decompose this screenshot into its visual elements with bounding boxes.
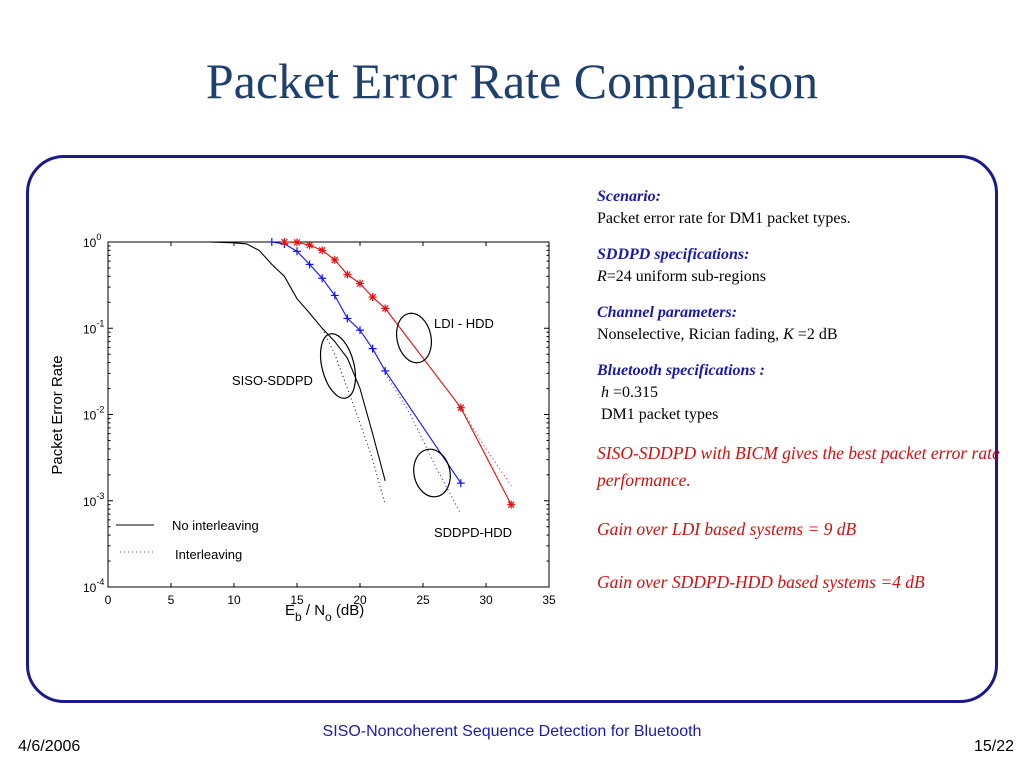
series-4-point: [343, 270, 352, 279]
scenario-block: Scenario: Packet error rate for DM1 pack…: [597, 186, 1002, 230]
claim-gain-ldi: Gain over LDI based systems = 9 dB: [597, 519, 857, 539]
channel-heading: Channel parameters:: [597, 304, 738, 321]
packet-error-rate-chart: 0 5 10 15 20 25 30 35 100 10-1 10-2 10-3 10-4 Packet…: [49, 232, 556, 624]
annotation-sddpd-hdd: SDDPD-HDD: [434, 525, 512, 540]
x-tick-label: 5: [168, 593, 175, 607]
series-4-point: [280, 238, 289, 246]
bluetooth-packet-type: DM1 packet types: [601, 406, 719, 423]
y-axis-label: Packet Error Rate: [49, 355, 66, 474]
channel-text-a: Nonselective, Rician fading,: [597, 326, 784, 343]
y-tick-label: 10-3: [83, 491, 104, 509]
series-line-3: [384, 373, 462, 515]
legend-label-no-interleaving: No interleaving: [172, 518, 259, 533]
annotation-ldi-hdd: LDI - HDD: [434, 316, 494, 331]
channel-k-symbol: K: [783, 326, 794, 343]
y-tick-label: 10-1: [83, 318, 104, 336]
series-4-point: [456, 403, 465, 412]
y-tick-label: 100: [83, 232, 101, 250]
y-tick-label: 10-4: [83, 577, 104, 595]
annotation-ellipse-sddpd-hdd: [413, 448, 451, 498]
x-tick-label: 0: [105, 593, 112, 607]
series-4-point: [368, 293, 377, 302]
x-axis-label-unit: (dB): [332, 602, 365, 619]
annotation-ellipse-siso-sddpd: [319, 333, 357, 399]
scenario-text: Packet error rate for DM1 packet types.: [597, 210, 851, 227]
series-2-point: [267, 238, 276, 246]
series-2-point: [330, 291, 339, 300]
x-axis-label-e: E: [285, 602, 295, 619]
series-2-point: [293, 247, 301, 256]
claim-gain-sddpd-hdd: Gain over SDDPD-HDD based systems =4 dB: [597, 572, 925, 592]
sddpd-text: R=24 uniform sub-regions: [597, 266, 1002, 288]
channel-text-b: =2 dB: [793, 326, 838, 343]
channel-text: Nonselective, Rician fading, K =2 dB: [597, 324, 1002, 346]
series-line-0: [108, 241, 386, 482]
bluetooth-heading: Bluetooth specifications :: [597, 362, 765, 379]
content-frame: [26, 155, 998, 703]
series-2-point: [456, 479, 465, 488]
series-line-5: [460, 407, 512, 486]
series-4-point: [356, 279, 364, 288]
channel-block: Channel parameters: Nonselective, Rician…: [597, 302, 1002, 346]
x-tick-label: 10: [227, 593, 241, 607]
bluetooth-h: h =0.315: [597, 382, 1002, 404]
sddpd-r-symbol: R: [597, 268, 607, 285]
series-4-point: [330, 255, 339, 264]
series-line-1: [321, 328, 386, 505]
footer-date: 4/6/2006: [18, 738, 81, 755]
bluetooth-h-value: =0.315: [609, 384, 659, 401]
chart-series: [108, 238, 516, 515]
series-4-point: [507, 500, 516, 509]
axis-ticks: 0 5 10 15 20 25 30 35 100 10-1 10-2 10-3 10-4: [83, 232, 556, 607]
x-tick-label: 20: [353, 593, 367, 607]
series-2-point: [343, 314, 352, 323]
claim-best-performance: SISO-SDDPD with BICM gives the best pack…: [597, 443, 1000, 490]
legend-label-interleaving: Interleaving: [175, 547, 242, 562]
x-axis-label-b: b: [295, 610, 302, 624]
x-tick-label: 25: [416, 593, 430, 607]
x-tick-label: 30: [479, 593, 493, 607]
series-4-point: [293, 238, 301, 247]
annotation-ellipse-ldi-hdd: [395, 312, 433, 364]
x-axis-label-o: o: [325, 610, 332, 624]
x-axis-label-n: / N: [302, 602, 325, 619]
series-4-point: [305, 241, 314, 250]
annotation-siso-sddpd: SISO-SDDPD: [232, 373, 313, 388]
notes-panel: Scenario: Packet error rate for DM1 pack…: [597, 186, 1002, 596]
series-4-point: [381, 304, 390, 313]
bluetooth-h-symbol: h: [601, 384, 609, 401]
x-axis-label: Eb / No (dB): [285, 602, 364, 624]
y-tick-label: 10-2: [83, 405, 104, 423]
x-tick-label: 15: [290, 593, 304, 607]
series-2-point: [356, 326, 364, 335]
series-4-point: [318, 246, 327, 255]
bluetooth-block: Bluetooth specifications : h =0.315 DM1 …: [597, 360, 1002, 426]
series-2-point: [368, 344, 377, 353]
scenario-heading: Scenario:: [597, 188, 661, 205]
sddpd-heading: SDDPD specifications:: [597, 246, 750, 263]
plot-area: [107, 241, 550, 588]
series-2-point: [305, 260, 314, 269]
x-tick-label: 35: [542, 593, 556, 607]
sddpd-block: SDDPD specifications: R=24 uniform sub-r…: [597, 244, 1002, 288]
page-title: Packet Error Rate Comparison: [205, 53, 819, 109]
sddpd-value: =24 uniform sub-regions: [606, 268, 767, 285]
series-2-point: [318, 274, 327, 283]
footer-page-number: 15/22: [973, 738, 1014, 755]
footer-title: SISO-Noncoherent Sequence Detection for …: [322, 723, 702, 740]
